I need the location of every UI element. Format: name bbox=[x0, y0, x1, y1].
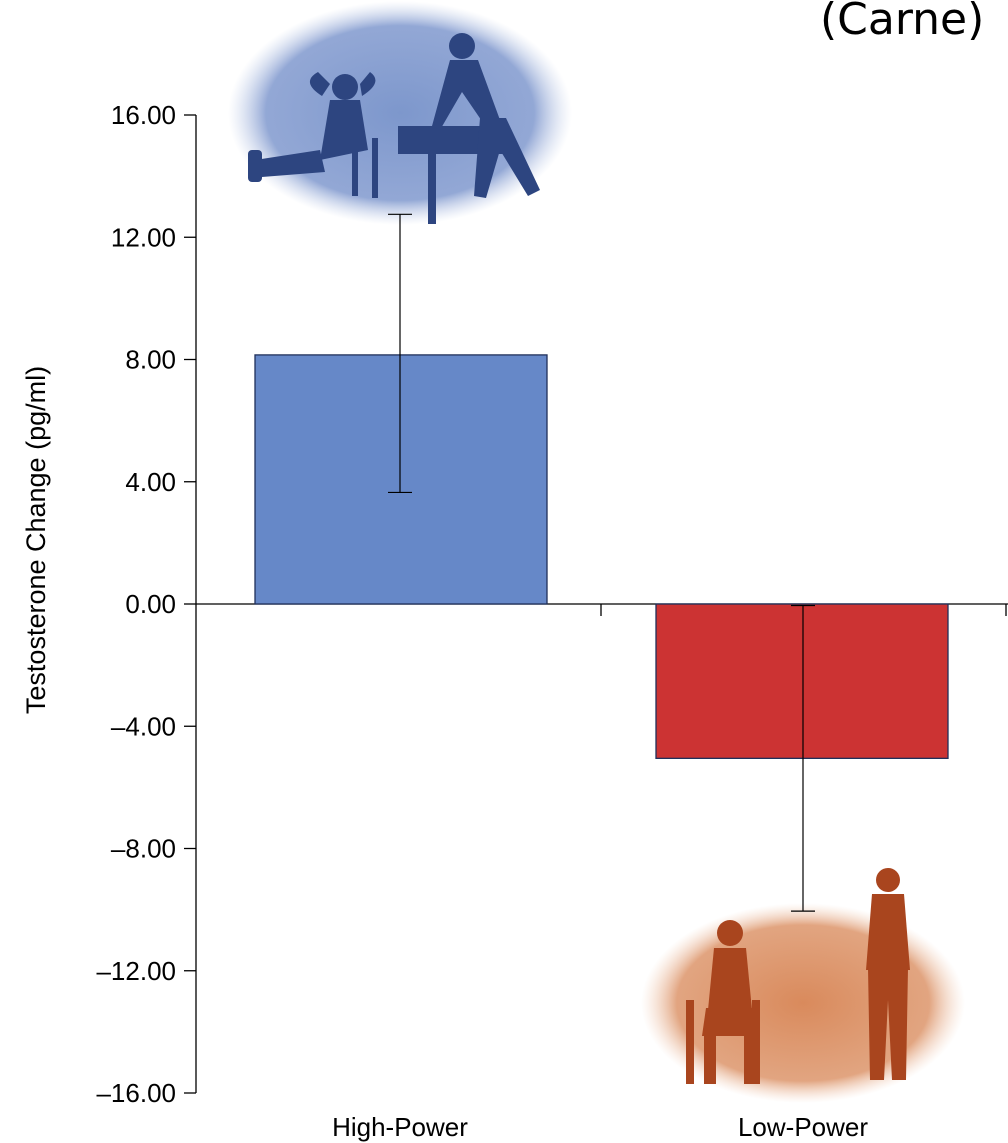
y-tick-label: –12.00 bbox=[96, 956, 176, 986]
cropped-title: (Carne) bbox=[820, 0, 984, 45]
bar-high-power bbox=[254, 354, 548, 605]
y-tick-label: 4.00 bbox=[125, 467, 176, 497]
category-label: Low-Power bbox=[738, 1112, 868, 1142]
y-tick-label: 0.00 bbox=[125, 589, 176, 619]
error-bars bbox=[388, 213, 815, 912]
y-axis-title: Testosterone Change (pg/ml) bbox=[21, 366, 51, 714]
low-power-poses-photo-icon bbox=[641, 868, 965, 1103]
category-labels: High-Power Low-Power bbox=[332, 1112, 868, 1142]
y-tick-label: –8.00 bbox=[111, 834, 176, 864]
high-power-poses-photo-icon bbox=[228, 1, 572, 225]
y-tick-label: –16.00 bbox=[96, 1078, 176, 1108]
y-tick-label: 16.00 bbox=[111, 100, 176, 130]
y-axis-ticks: 16.00 12.00 8.00 4.00 0.00 –4.00 –8.00 –12.00 –1… bbox=[96, 100, 196, 1108]
bar-low-power bbox=[655, 603, 949, 759]
y-tick-label: –4.00 bbox=[111, 711, 176, 741]
y-tick-label: 12.00 bbox=[111, 222, 176, 252]
bars bbox=[254, 354, 949, 759]
y-tick-label: 8.00 bbox=[125, 345, 176, 375]
category-label: High-Power bbox=[332, 1112, 468, 1142]
